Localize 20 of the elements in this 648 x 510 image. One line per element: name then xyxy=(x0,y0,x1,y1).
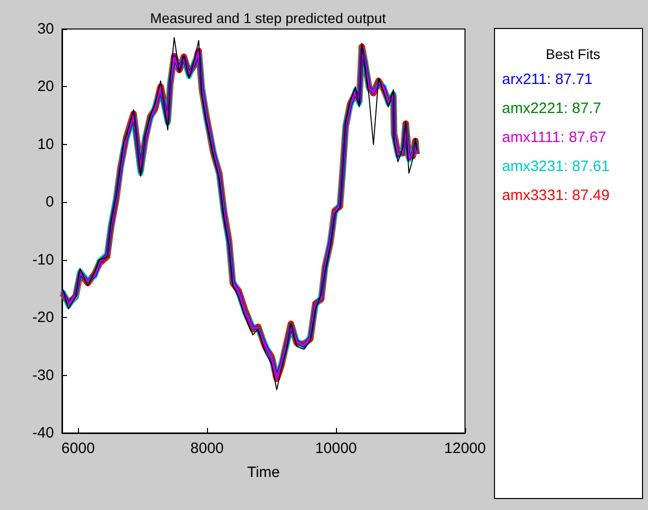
y-tick-label: 30 xyxy=(37,20,54,38)
x-tick-label: 6000 xyxy=(61,440,95,457)
x-tick-label: 12000 xyxy=(444,440,486,457)
text: arx211: 87.71 xyxy=(502,71,593,88)
text: amx1111: 87.67 xyxy=(502,129,606,146)
y-tick-label: -10 xyxy=(32,251,54,268)
y-tick-label: -20 xyxy=(32,309,54,326)
legend-title: Best Fits xyxy=(546,46,600,62)
x-tick-label: 10000 xyxy=(315,440,357,457)
x-axis-title: Time xyxy=(247,464,280,481)
y-tick-label: -30 xyxy=(32,366,54,384)
y-tick-label: 10 xyxy=(37,136,54,153)
y-tick-label: -40 xyxy=(32,424,54,442)
text: amx2221: 87.7 xyxy=(502,100,602,117)
chart-title: Measured and 1 step predicted output xyxy=(150,10,386,26)
text: amx3331: 87.49 xyxy=(502,187,610,204)
x-tick-label: 8000 xyxy=(190,440,224,457)
y-tick-label: 20 xyxy=(37,78,54,96)
text: amx3231: 87.61 xyxy=(502,158,610,175)
y-tick-label: 0 xyxy=(46,194,54,211)
